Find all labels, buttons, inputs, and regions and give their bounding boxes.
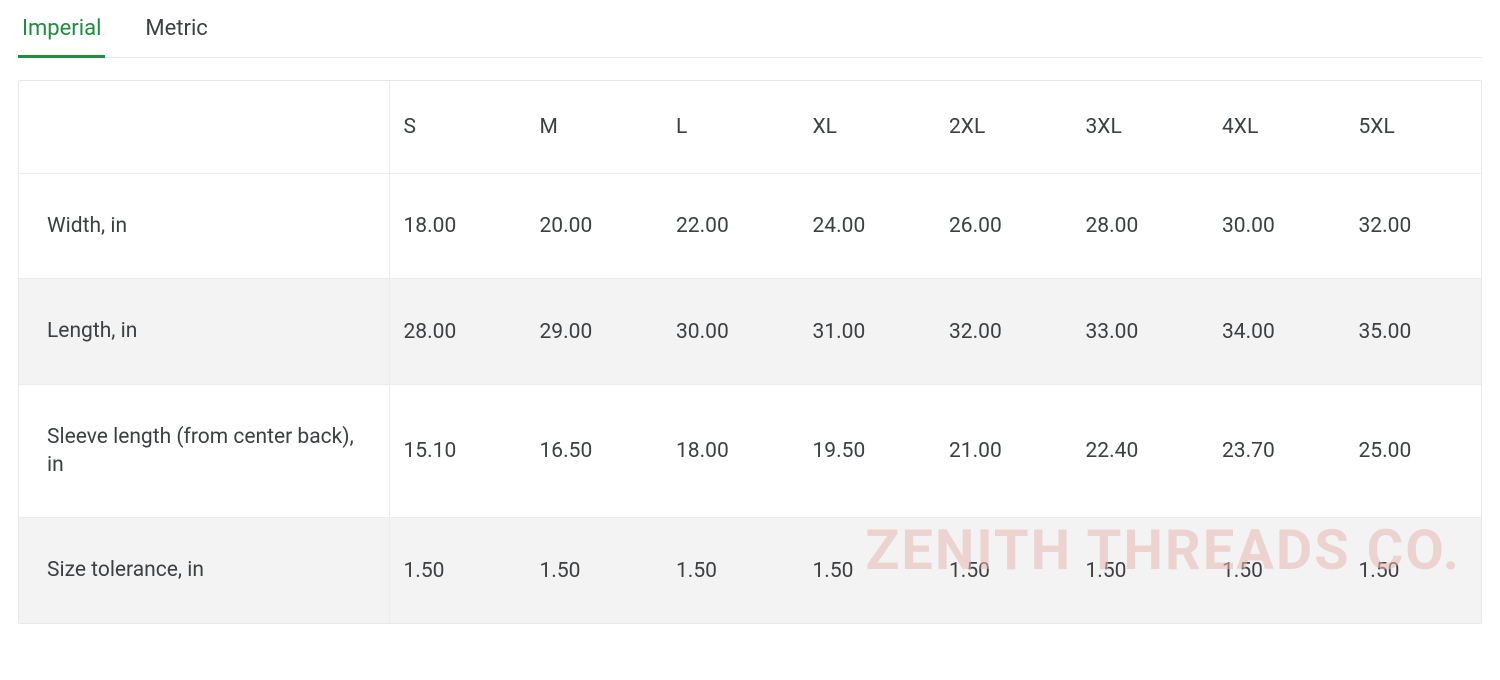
cell: 33.00 xyxy=(1072,279,1209,384)
table-row: Length, in 28.00 29.00 30.00 31.00 32.00… xyxy=(19,279,1481,384)
cell: 15.10 xyxy=(389,384,526,518)
cell: 29.00 xyxy=(526,279,663,384)
cell: 19.50 xyxy=(799,384,936,518)
col-header: 2XL xyxy=(935,81,1072,174)
col-header: L xyxy=(662,81,799,174)
cell: 1.50 xyxy=(1208,518,1345,623)
cell: 35.00 xyxy=(1345,279,1482,384)
col-header: 4XL xyxy=(1208,81,1345,174)
row-label: Size tolerance, in xyxy=(19,518,389,623)
row-label: Width, in xyxy=(19,174,389,279)
cell: 32.00 xyxy=(1345,174,1482,279)
cell: 16.50 xyxy=(526,384,663,518)
row-label: Sleeve length (from center back), in xyxy=(19,384,389,518)
cell: 34.00 xyxy=(1208,279,1345,384)
table-header-row: S M L XL 2XL 3XL 4XL 5XL xyxy=(19,81,1481,174)
cell: 22.40 xyxy=(1072,384,1209,518)
col-header: 3XL xyxy=(1072,81,1209,174)
cell: 28.00 xyxy=(1072,174,1209,279)
cell: 32.00 xyxy=(935,279,1072,384)
cell: 1.50 xyxy=(389,518,526,623)
cell: 23.70 xyxy=(1208,384,1345,518)
size-chart: S M L XL 2XL 3XL 4XL 5XL Width, in 18.00… xyxy=(18,80,1482,624)
cell: 31.00 xyxy=(799,279,936,384)
cell: 1.50 xyxy=(1072,518,1209,623)
cell: 18.00 xyxy=(389,174,526,279)
row-label: Length, in xyxy=(19,279,389,384)
cell: 1.50 xyxy=(799,518,936,623)
tab-metric[interactable]: Metric xyxy=(141,6,211,58)
cell: 21.00 xyxy=(935,384,1072,518)
unit-tabs: Imperial Metric xyxy=(18,0,1482,58)
header-blank xyxy=(19,81,389,174)
cell: 26.00 xyxy=(935,174,1072,279)
cell: 22.00 xyxy=(662,174,799,279)
cell: 20.00 xyxy=(526,174,663,279)
cell: 30.00 xyxy=(662,279,799,384)
cell: 1.50 xyxy=(526,518,663,623)
cell: 18.00 xyxy=(662,384,799,518)
table-row: Width, in 18.00 20.00 22.00 24.00 26.00 … xyxy=(19,174,1481,279)
col-header: S xyxy=(389,81,526,174)
tab-imperial[interactable]: Imperial xyxy=(18,6,105,58)
col-header: M xyxy=(526,81,663,174)
cell: 28.00 xyxy=(389,279,526,384)
col-header: XL xyxy=(799,81,936,174)
cell: 1.50 xyxy=(1345,518,1482,623)
cell: 24.00 xyxy=(799,174,936,279)
cell: 30.00 xyxy=(1208,174,1345,279)
cell: 25.00 xyxy=(1345,384,1482,518)
cell: 1.50 xyxy=(935,518,1072,623)
cell: 1.50 xyxy=(662,518,799,623)
table-row: Sleeve length (from center back), in 15.… xyxy=(19,384,1481,518)
size-chart-table: S M L XL 2XL 3XL 4XL 5XL Width, in 18.00… xyxy=(19,81,1481,623)
col-header: 5XL xyxy=(1345,81,1482,174)
table-row: Size tolerance, in 1.50 1.50 1.50 1.50 1… xyxy=(19,518,1481,623)
